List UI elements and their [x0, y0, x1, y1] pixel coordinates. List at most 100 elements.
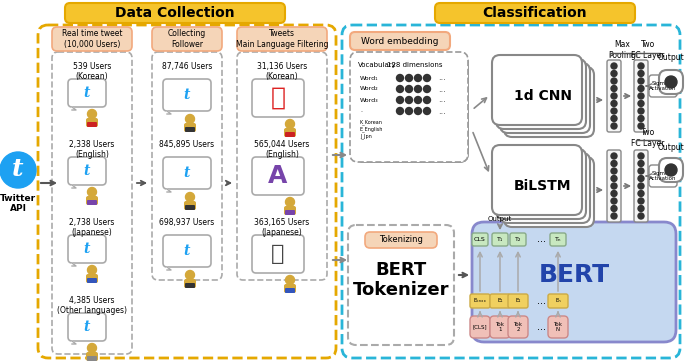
FancyBboxPatch shape [285, 210, 295, 215]
Circle shape [638, 123, 644, 129]
Text: E₂: E₂ [515, 298, 521, 303]
Text: Two
FC Layer: Two FC Layer [632, 40, 664, 60]
Circle shape [414, 74, 421, 82]
Circle shape [638, 160, 644, 167]
Text: Word₂: Word₂ [360, 86, 379, 91]
Circle shape [665, 164, 677, 176]
FancyBboxPatch shape [163, 157, 211, 189]
Text: Vocabulary: Vocabulary [358, 62, 397, 68]
Circle shape [397, 74, 403, 82]
Polygon shape [72, 185, 76, 188]
Circle shape [638, 86, 644, 91]
Text: Tweets
Main Language Filtering: Tweets Main Language Filtering [236, 29, 328, 49]
Circle shape [186, 192, 195, 201]
FancyBboxPatch shape [492, 145, 582, 215]
Circle shape [638, 115, 644, 122]
FancyBboxPatch shape [184, 201, 196, 210]
Circle shape [638, 213, 644, 219]
Text: 2,338 Users
(English): 2,338 Users (English) [69, 140, 114, 159]
FancyBboxPatch shape [252, 79, 304, 117]
Polygon shape [167, 189, 171, 192]
Text: ...: ... [438, 106, 446, 115]
Text: Twitter
API: Twitter API [0, 194, 36, 213]
FancyBboxPatch shape [510, 233, 526, 246]
FancyBboxPatch shape [87, 200, 97, 205]
FancyBboxPatch shape [435, 3, 635, 23]
FancyBboxPatch shape [492, 55, 582, 125]
Circle shape [414, 107, 421, 114]
Text: Max
Pooling: Max Pooling [608, 40, 636, 60]
FancyBboxPatch shape [185, 205, 195, 210]
Circle shape [665, 76, 677, 88]
Polygon shape [72, 107, 76, 110]
Text: ...: ... [438, 95, 446, 105]
Text: 2,738 Users
(Japanese): 2,738 Users (Japanese) [69, 218, 114, 237]
FancyBboxPatch shape [353, 55, 468, 162]
Text: A: A [269, 164, 288, 188]
FancyBboxPatch shape [634, 60, 648, 132]
Text: Word embedding: Word embedding [361, 37, 439, 45]
Text: Tok
2: Tok 2 [514, 322, 523, 333]
FancyBboxPatch shape [68, 157, 106, 185]
FancyBboxPatch shape [607, 60, 621, 132]
Circle shape [397, 97, 403, 103]
FancyBboxPatch shape [86, 196, 98, 205]
Polygon shape [72, 341, 76, 344]
Text: Two
FC Layer: Two FC Layer [632, 128, 664, 148]
FancyBboxPatch shape [548, 294, 568, 308]
FancyBboxPatch shape [86, 118, 98, 127]
Text: ...: ... [438, 85, 446, 94]
FancyBboxPatch shape [350, 32, 450, 50]
Circle shape [88, 188, 97, 196]
FancyBboxPatch shape [68, 235, 106, 263]
FancyBboxPatch shape [284, 206, 296, 215]
FancyBboxPatch shape [350, 52, 468, 162]
FancyBboxPatch shape [86, 274, 98, 283]
Text: Sigmoid
Activation: Sigmoid Activation [649, 81, 677, 91]
Circle shape [286, 119, 295, 129]
Text: Output: Output [658, 53, 684, 62]
FancyBboxPatch shape [87, 278, 97, 283]
Circle shape [638, 183, 644, 189]
Circle shape [638, 175, 644, 182]
Circle shape [611, 168, 617, 174]
Circle shape [414, 86, 421, 93]
FancyBboxPatch shape [365, 232, 437, 248]
Text: 4,385 Users
(Other languages): 4,385 Users (Other languages) [57, 296, 127, 315]
Text: BERT: BERT [538, 263, 610, 287]
FancyBboxPatch shape [284, 284, 296, 293]
Text: ...: ... [538, 234, 547, 245]
FancyBboxPatch shape [252, 157, 304, 195]
FancyBboxPatch shape [285, 132, 295, 137]
Text: 가: 가 [271, 86, 286, 110]
Circle shape [611, 78, 617, 84]
Text: Tok
N: Tok N [553, 322, 562, 333]
Circle shape [638, 78, 644, 84]
Circle shape [423, 86, 430, 93]
Circle shape [406, 86, 412, 93]
Text: t: t [84, 86, 90, 100]
Text: t: t [184, 166, 190, 180]
Text: Data Collection: Data Collection [115, 6, 235, 20]
Circle shape [611, 205, 617, 212]
FancyBboxPatch shape [65, 3, 285, 23]
Text: T₂: T₂ [515, 237, 521, 242]
Circle shape [638, 205, 644, 212]
Circle shape [611, 70, 617, 77]
Circle shape [286, 276, 295, 285]
Circle shape [186, 114, 195, 123]
Text: t: t [12, 157, 24, 181]
FancyBboxPatch shape [607, 150, 621, 222]
Circle shape [611, 123, 617, 129]
Text: ...: ... [538, 296, 547, 306]
FancyBboxPatch shape [548, 316, 568, 338]
Circle shape [397, 86, 403, 93]
Polygon shape [167, 111, 171, 114]
Circle shape [638, 93, 644, 99]
Circle shape [638, 191, 644, 196]
FancyBboxPatch shape [500, 63, 590, 133]
Text: ...: ... [538, 322, 547, 332]
Text: あ: あ [271, 244, 285, 264]
Circle shape [611, 93, 617, 99]
FancyBboxPatch shape [649, 165, 677, 187]
